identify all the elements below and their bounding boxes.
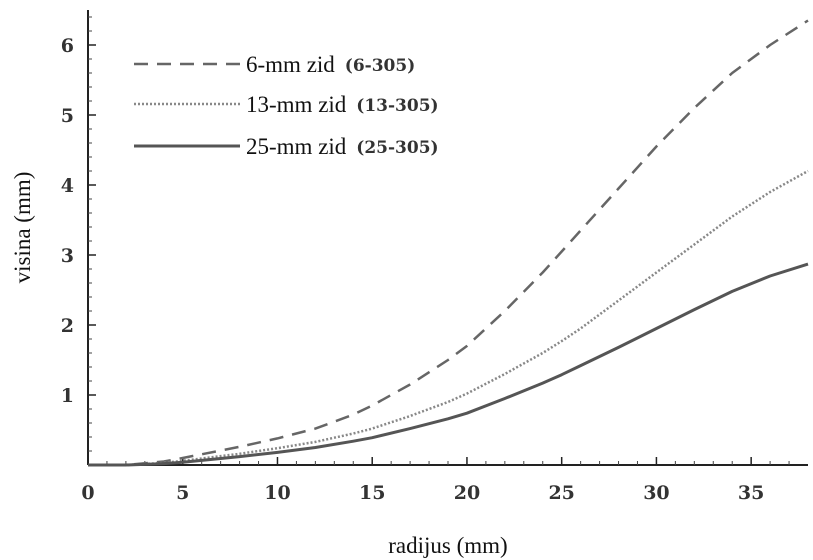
y-tick-label: 1	[61, 385, 74, 407]
x-tick-label: 0	[81, 482, 94, 504]
y-tick-label: 6	[61, 35, 74, 57]
x-tick-label: 20	[454, 482, 480, 504]
series-lines	[88, 19, 809, 467]
ticks: 0 5 10 15 20 25 30 35 1 2 3 4 5 6	[61, 16, 790, 504]
y-axis-title: visina (mm)	[10, 172, 35, 284]
x-tick-label: 25	[548, 482, 574, 504]
x-axis-title: radijus (mm)	[388, 533, 507, 558]
legend-label-3: 25-mm zid	[246, 134, 347, 159]
series-line-2	[88, 169, 809, 467]
legend-label-2: 13-mm zid	[246, 92, 347, 117]
legend-code-2: (13-305)	[356, 96, 438, 116]
series-line-3	[88, 262, 809, 467]
x-tick-label: 10	[264, 482, 290, 504]
legend-code-3: (25-305)	[356, 138, 438, 158]
y-tick-label: 4	[61, 175, 74, 197]
x-tick-label: 30	[643, 482, 669, 504]
y-tick-label: 2	[61, 315, 74, 337]
legend: 6-mm zid (6-305) 13-mm zid (13-305) 25-mm zi…	[134, 52, 439, 159]
legend-code-1: (6-305)	[345, 56, 415, 76]
legend-label-1: 6-mm zid	[246, 52, 335, 77]
y-tick-label: 3	[61, 245, 74, 267]
x-tick-label: 15	[359, 482, 385, 504]
axes	[87, 10, 808, 466]
y-tick-label: 5	[61, 105, 74, 127]
x-tick-label: 5	[176, 482, 189, 504]
series-line-1	[88, 19, 809, 467]
x-tick-label: 35	[738, 482, 764, 504]
